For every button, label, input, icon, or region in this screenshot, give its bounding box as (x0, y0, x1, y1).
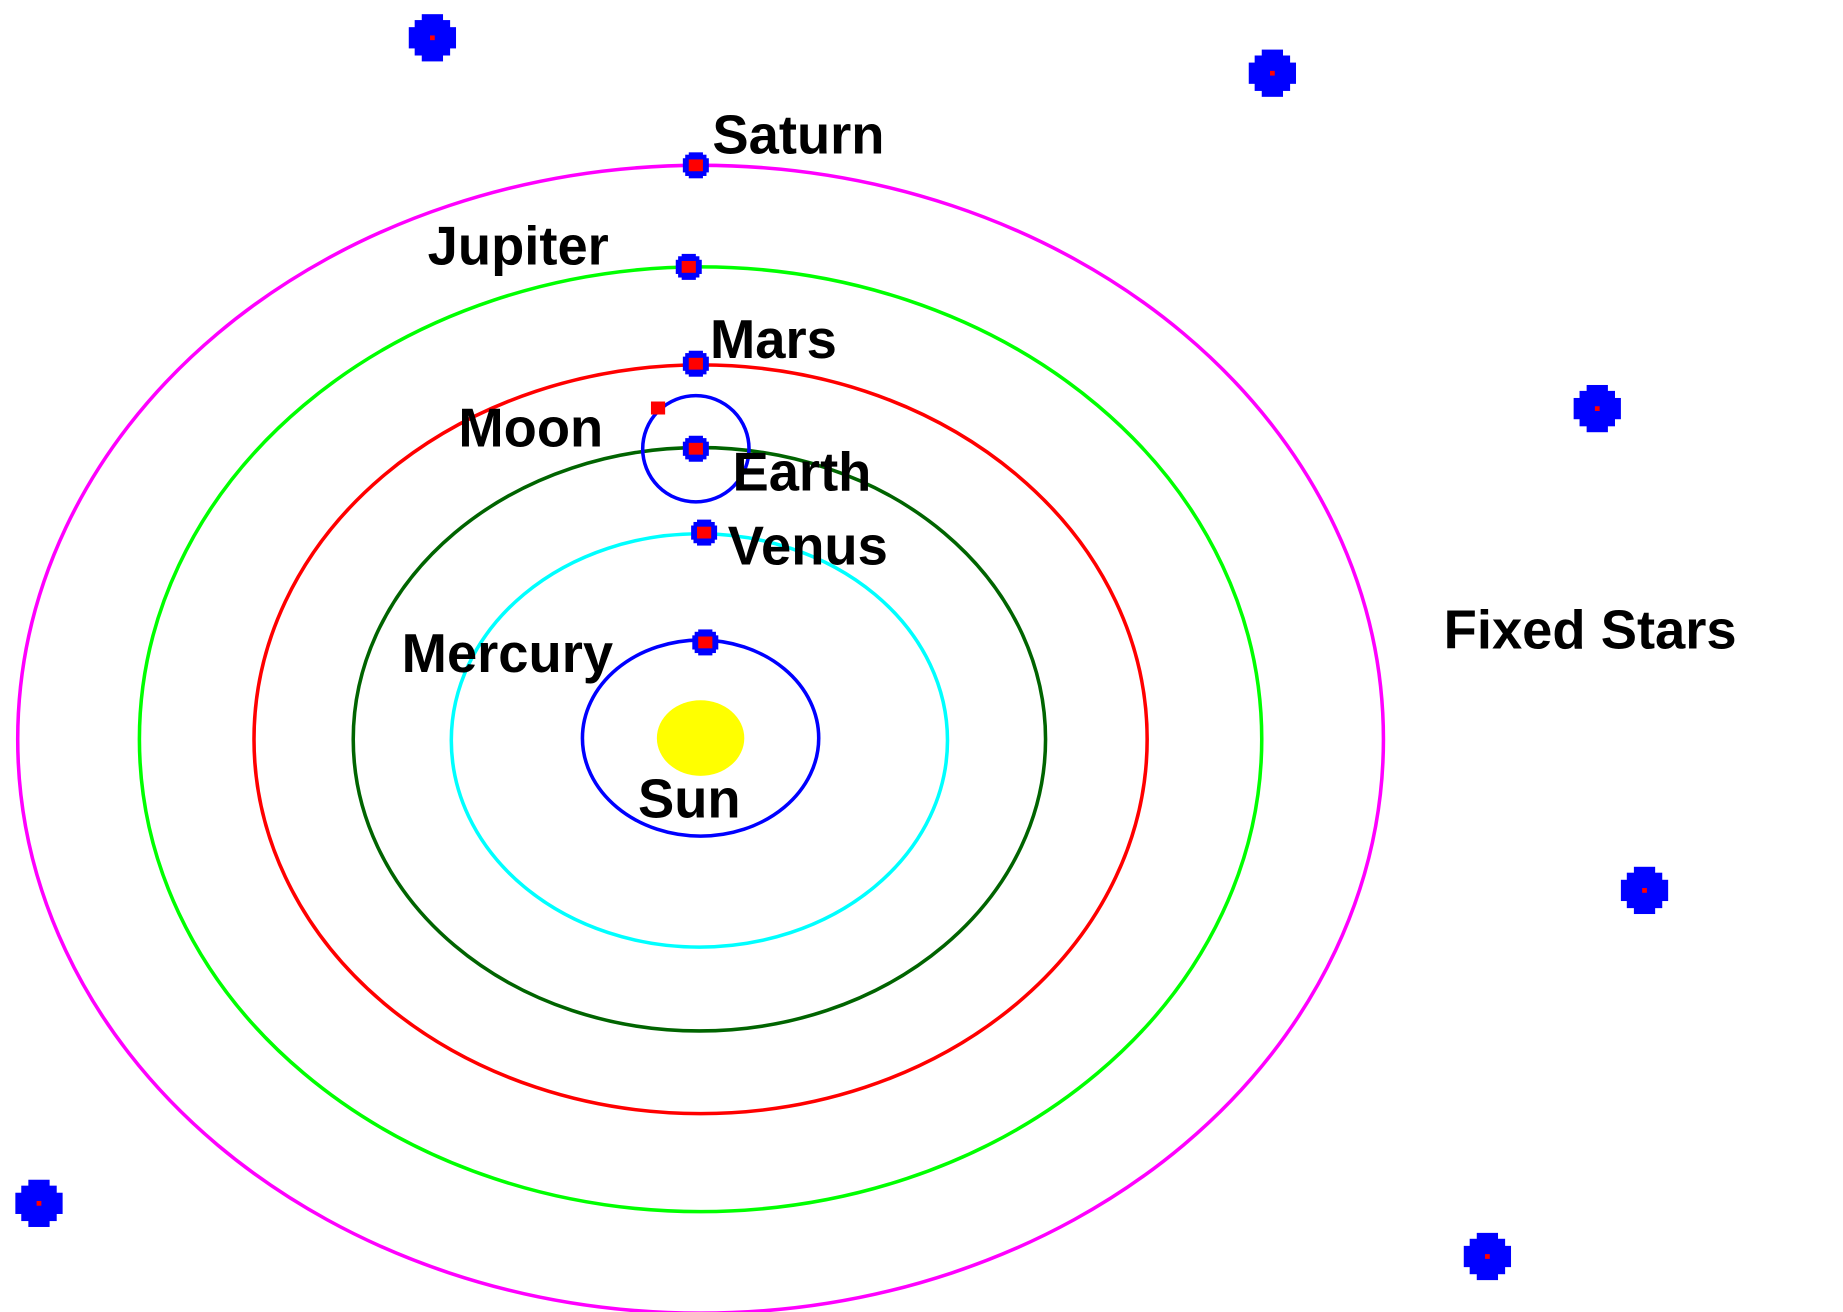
fixed-star (409, 14, 456, 61)
saturn-planet (683, 152, 709, 178)
fixed-stars-label: Fixed Stars (1444, 600, 1737, 661)
moon (651, 402, 665, 415)
planet-label: Mercury (402, 623, 613, 684)
fixed-star (1249, 50, 1296, 97)
mars-planet (683, 351, 709, 377)
fixed-star (1574, 385, 1621, 432)
sun-label: Sun (638, 768, 741, 829)
planet-label: Earth (732, 441, 871, 502)
fixed-star (1621, 867, 1668, 914)
solar-system-diagram: Saturn Jupiter Mars Moon Earth Venus Mer… (0, 0, 1843, 1312)
sun (657, 700, 744, 776)
planet-label: Moon (458, 398, 603, 459)
planet-label: Saturn (712, 105, 884, 166)
planet-label: Jupiter (428, 216, 609, 277)
planet-label: Mars (710, 309, 837, 370)
planet-label: Venus (728, 516, 888, 577)
fixed-star (15, 1180, 62, 1227)
venus-planet (691, 520, 717, 546)
jupiter-planet (676, 254, 702, 280)
page: {"nodes": [ {"label": "Saturn"}, {"label… (0, 0, 1843, 1312)
mercury-planet (692, 629, 718, 655)
earth-planet (683, 436, 709, 462)
fixed-star (1464, 1233, 1511, 1280)
